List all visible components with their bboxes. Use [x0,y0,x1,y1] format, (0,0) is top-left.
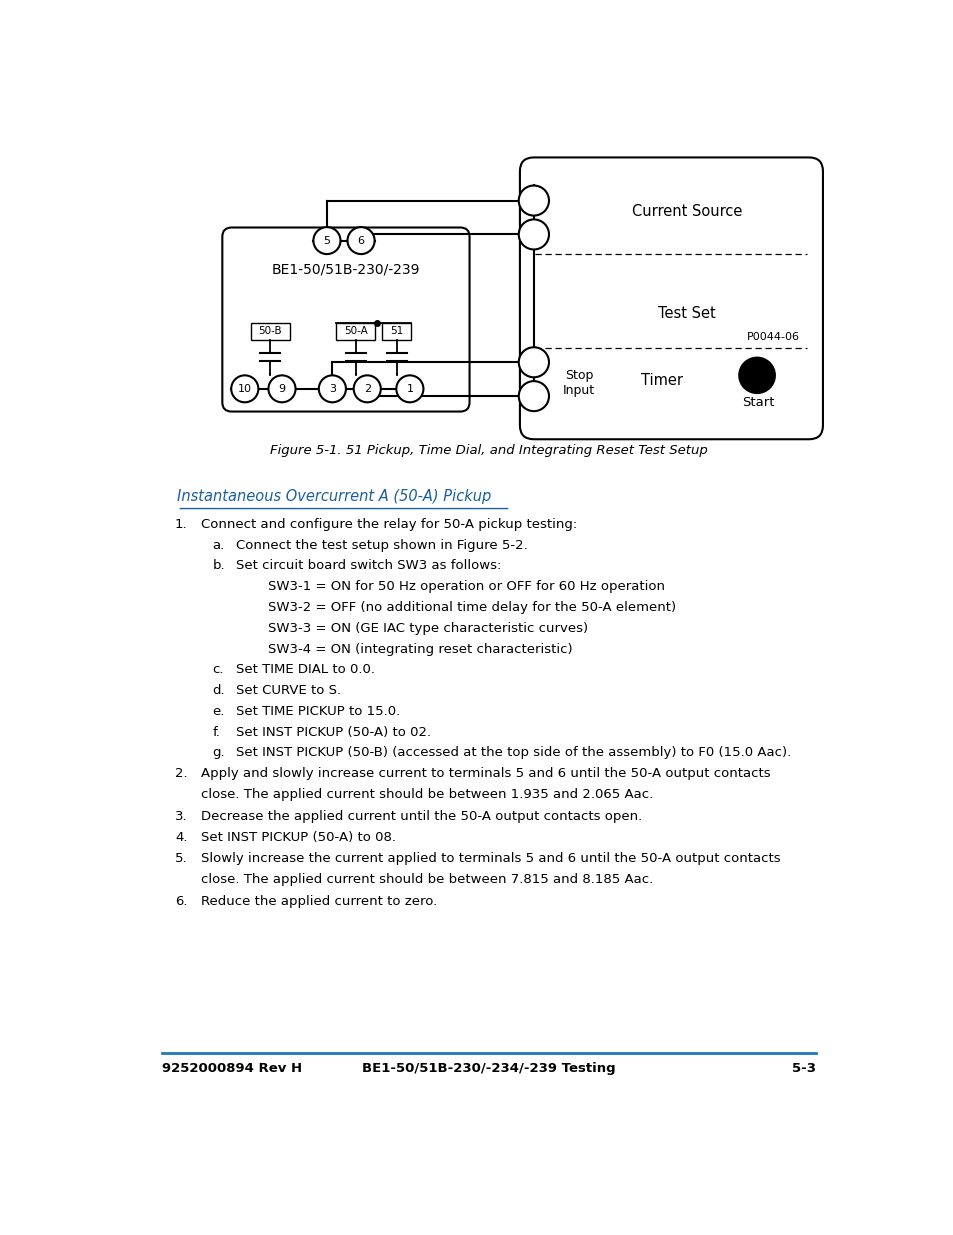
Circle shape [231,375,258,403]
FancyBboxPatch shape [519,157,822,440]
Text: 9: 9 [278,384,285,394]
Circle shape [739,358,774,393]
Text: SW3-3 = ON (GE IAC type characteristic curves): SW3-3 = ON (GE IAC type characteristic c… [268,621,588,635]
Text: Instantaneous Overcurrent A (50-A) Pickup: Instantaneous Overcurrent A (50-A) Picku… [177,489,491,504]
Circle shape [395,375,423,403]
Text: Slowly increase the current applied to terminals 5 and 6 until the 50-A output c: Slowly increase the current applied to t… [200,852,780,864]
Text: Set INST PICKUP (50-B) (accessed at the top side of the assembly) to F0 (15.0 Aa: Set INST PICKUP (50-B) (accessed at the … [235,746,790,760]
Text: 6.: 6. [174,895,188,908]
Text: 1.: 1. [174,517,188,531]
Text: BE1-50/51B-230/-239: BE1-50/51B-230/-239 [272,262,419,277]
Text: Connect the test setup shown in Figure 5-2.: Connect the test setup shown in Figure 5… [235,538,527,552]
Text: a.: a. [212,538,224,552]
Bar [251,324,290,340]
Text: Start: Start [741,395,774,409]
Text: Figure 5-1. 51 Pickup, Time Dial, and Integrating Reset Test Setup: Figure 5-1. 51 Pickup, Time Dial, and In… [270,445,707,457]
Text: close. The applied current should be between 7.815 and 8.185 Aac.: close. The applied current should be bet… [200,873,652,885]
Text: c.: c. [212,663,224,677]
Text: SW3-1 = ON for 50 Hz operation or OFF for 60 Hz operation: SW3-1 = ON for 50 Hz operation or OFF fo… [268,580,664,593]
Text: Set CURVE to S.: Set CURVE to S. [235,684,340,697]
Text: BE1-50/51B-230/-234/-239 Testing: BE1-50/51B-230/-234/-239 Testing [362,1062,615,1076]
Text: Stop
Input: Stop Input [562,369,595,396]
FancyBboxPatch shape [222,227,469,411]
Text: 4.: 4. [174,831,188,845]
Text: Set INST PICKUP (50-A) to 02.: Set INST PICKUP (50-A) to 02. [235,726,430,739]
Bar [381,324,411,340]
Text: Connect and configure the relay for 50-A pickup testing:: Connect and configure the relay for 50-A… [200,517,577,531]
Text: P0044-06: P0044-06 [746,332,799,342]
Circle shape [518,185,548,216]
Text: Set circuit board switch SW3 as follows:: Set circuit board switch SW3 as follows: [235,559,500,572]
Text: 9252000894 Rev H: 9252000894 Rev H [162,1062,302,1076]
Text: 50-B: 50-B [258,326,282,336]
Text: Test Set: Test Set [658,306,715,321]
Text: 5.: 5. [174,852,188,864]
Text: SW3-4 = ON (integrating reset characteristic): SW3-4 = ON (integrating reset characteri… [268,642,572,656]
Text: 2.: 2. [174,767,188,781]
Text: close. The applied current should be between 1.935 and 2.065 Aac.: close. The applied current should be bet… [200,788,652,802]
Text: 6: 6 [357,236,364,246]
Text: g.: g. [212,746,225,760]
Text: 3.: 3. [174,810,188,824]
Text: 1: 1 [406,384,413,394]
Bar [335,324,375,340]
Text: 2: 2 [363,384,371,394]
Text: Timer: Timer [640,373,682,388]
Text: b.: b. [212,559,225,572]
Text: 51: 51 [390,326,403,336]
Circle shape [518,382,548,411]
Circle shape [518,220,548,249]
Text: Current Source: Current Source [631,204,741,219]
Text: Set TIME PICKUP to 15.0.: Set TIME PICKUP to 15.0. [235,705,399,718]
Text: Set INST PICKUP (50-A) to 08.: Set INST PICKUP (50-A) to 08. [200,831,395,845]
Text: Decrease the applied current until the 50-A output contacts open.: Decrease the applied current until the 5… [200,810,641,824]
Text: e.: e. [212,705,224,718]
Text: 10: 10 [237,384,252,394]
Circle shape [318,375,346,403]
Text: Set TIME DIAL to 0.0.: Set TIME DIAL to 0.0. [235,663,375,677]
Circle shape [347,227,375,254]
Text: f.: f. [212,726,220,739]
Circle shape [518,347,548,377]
Text: SW3-2 = OFF (no additional time delay for the 50-A element): SW3-2 = OFF (no additional time delay fo… [268,601,676,614]
Text: 3: 3 [329,384,335,394]
Text: 5-3: 5-3 [791,1062,815,1076]
Circle shape [313,227,340,254]
Text: d.: d. [212,684,225,697]
Text: 5: 5 [323,236,330,246]
Circle shape [268,375,295,403]
Text: 50-A: 50-A [343,326,367,336]
Text: Reduce the applied current to zero.: Reduce the applied current to zero. [200,895,436,908]
Circle shape [354,375,380,403]
Text: Apply and slowly increase current to terminals 5 and 6 until the 50-A output con: Apply and slowly increase current to ter… [200,767,769,781]
